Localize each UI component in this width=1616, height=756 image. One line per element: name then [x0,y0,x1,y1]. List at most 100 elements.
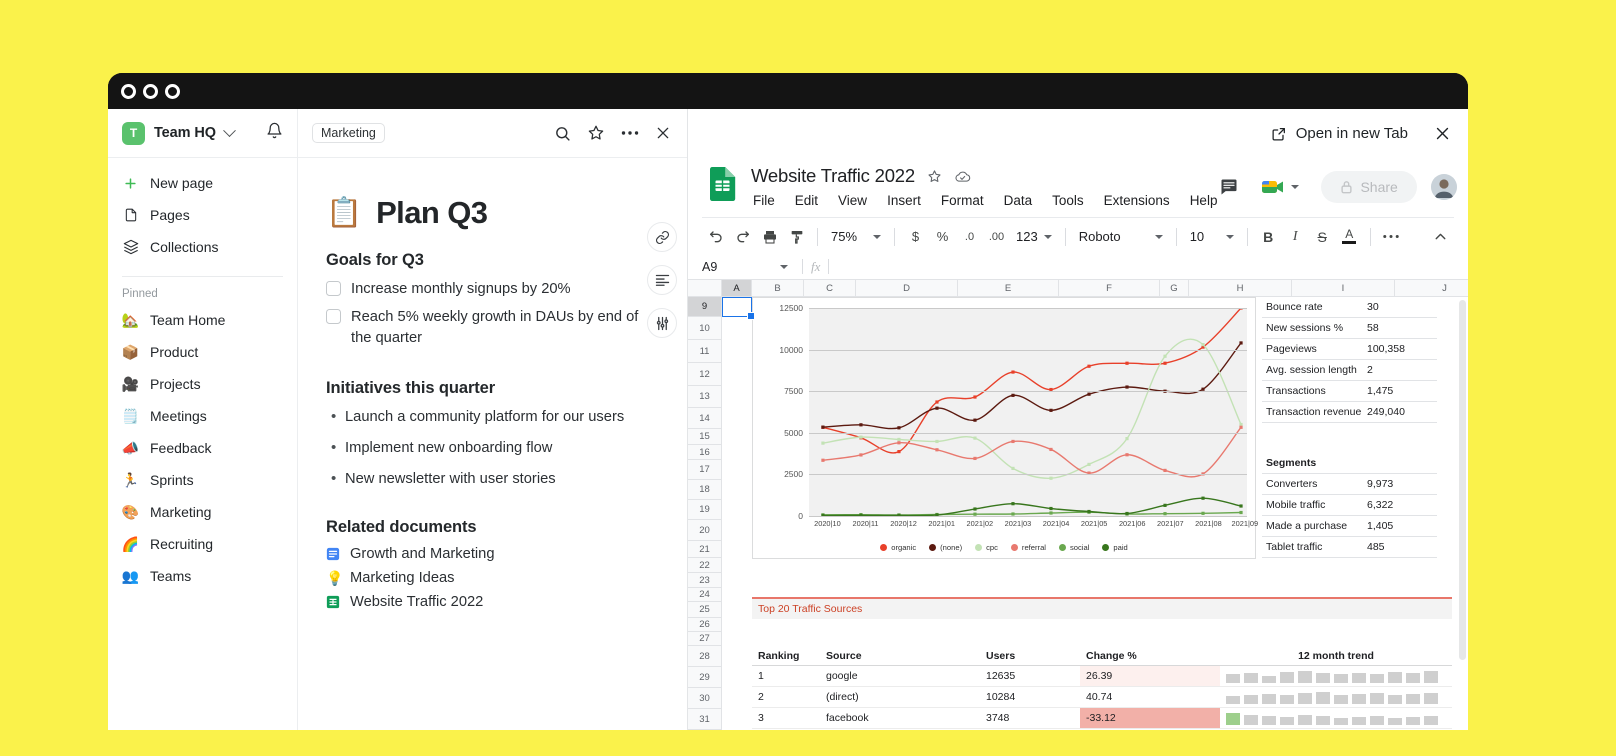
strikethrough-button[interactable]: S [1317,228,1327,245]
column-header-g[interactable]: G [1160,280,1189,296]
window-close-dot[interactable] [121,83,136,99]
page-title[interactable]: Plan Q3 [376,195,488,230]
column-header-h[interactable]: H [1189,280,1292,296]
row-header[interactable]: 28 [688,646,722,667]
legend-item-social[interactable]: social [1058,543,1089,552]
spreadsheet-grid[interactable]: 9 10 11 12 13 14 15 16 17 18 19 20 21 22… [688,280,1468,730]
cloud-saved-icon[interactable] [954,170,971,183]
legend-item-cpc[interactable]: cpc [975,543,998,552]
row-header[interactable]: 30 [688,688,722,709]
italic-button[interactable]: I [1292,228,1298,244]
legend-item-organic[interactable]: organic [880,543,916,552]
name-box[interactable]: A9 [702,260,794,274]
paint-format-icon[interactable] [783,223,810,250]
close-icon[interactable] [655,125,671,141]
document-scroll-area[interactable]: 📋 Plan Q3 Goals for Q3 Increase monthly … [298,158,687,730]
column-header-b[interactable]: B [752,280,804,296]
related-doc-website-traffic-2022[interactable]: Website Traffic 2022 [326,594,659,610]
workspace-header[interactable]: T Team HQ [108,109,297,158]
chevron-down-icon[interactable] [223,123,236,137]
sidebar-item-new-page[interactable]: New page [108,167,297,199]
sidebar-item-collections[interactable]: Collections [108,231,297,263]
share-button[interactable]: Share [1321,171,1417,203]
column-header-a[interactable]: A [722,280,752,296]
column-header-f[interactable]: F [1059,280,1160,296]
row-header[interactable]: 17 [688,460,722,480]
chevron-down-icon[interactable] [1291,185,1300,189]
row-header[interactable]: 19 [688,500,722,520]
menu-format[interactable]: Format [940,193,984,208]
row-header[interactable]: 26 [688,618,722,632]
number-format-dropdown[interactable]: 123 [1010,224,1058,250]
sidebar-item-recruiting[interactable]: 🌈 Recruiting [108,528,297,560]
outline-icon[interactable] [647,265,677,295]
segment-row[interactable]: Converters 9,973 [1262,474,1437,495]
zoom-dropdown[interactable]: 75% [825,224,887,250]
spreadsheet-title[interactable]: Website Traffic 2022 [751,165,915,186]
undo-icon[interactable] [702,223,729,250]
link-icon[interactable] [647,222,677,252]
print-icon[interactable] [756,223,783,250]
row-header[interactable]: 16 [688,445,722,460]
settings-sliders-icon[interactable] [647,308,677,338]
sidebar-item-marketing[interactable]: 🎨 Marketing [108,496,297,528]
font-size-dropdown[interactable]: 10 [1184,224,1240,250]
segment-row[interactable]: Made a purchase 1,405 [1262,516,1437,537]
legend-item-paid[interactable]: paid [1102,543,1128,552]
comment-icon[interactable] [1219,177,1239,197]
column-header-j[interactable]: J [1395,280,1468,296]
segment-row[interactable]: Tablet traffic 485 [1262,537,1437,558]
meet-camera-icon[interactable] [1253,173,1307,201]
font-family-dropdown[interactable]: Roboto [1073,224,1169,250]
legend-item-referral[interactable]: referral [1010,543,1046,552]
todo-item[interactable]: Increase monthly signups by 20% [326,279,659,300]
grid-cells[interactable]: 12500 10000 7500 5000 2500 0 [722,297,1468,730]
metric-row[interactable]: Transaction revenue 249,040 [1262,402,1437,423]
menu-tools[interactable]: Tools [1052,193,1084,208]
column-header-d[interactable]: D [856,280,958,296]
row-header[interactable]: 27 [688,632,722,646]
redo-icon[interactable] [729,223,756,250]
menu-data[interactable]: Data [1003,193,1033,208]
sidebar-item-teams[interactable]: 👥 Teams [108,560,297,592]
grid-vertical-scrollbar[interactable] [1459,300,1466,660]
row-header[interactable]: 31 [688,709,722,730]
column-header-e[interactable]: E [958,280,1059,296]
segment-row[interactable]: Mobile traffic 6,322 [1262,495,1437,516]
row-header[interactable]: 20 [688,520,722,541]
sidebar-item-pages[interactable]: Pages [108,199,297,231]
sidebar-item-feedback[interactable]: 📣 Feedback [108,432,297,464]
selected-cell-a9[interactable] [722,297,755,320]
row-header[interactable]: 23 [688,573,722,588]
row-header[interactable]: 29 [688,667,722,688]
table-row[interactable]: 2 (direct) 10284 40.74 [752,686,1452,708]
text-color-button[interactable]: A [1336,223,1363,250]
row-header[interactable]: 11 [688,340,722,363]
star-icon[interactable] [587,124,605,142]
row-header[interactable]: 15 [688,429,722,445]
avatar[interactable] [1430,174,1457,200]
sidebar-item-projects[interactable]: 🎥 Projects [108,368,297,400]
increase-decimal-button[interactable]: .00 [988,230,1005,243]
checkbox[interactable] [326,281,341,296]
row-header[interactable]: 13 [688,386,722,408]
column-header-c[interactable]: C [804,280,856,296]
bell-icon[interactable] [266,122,283,144]
chevron-down-icon[interactable] [780,264,788,269]
star-icon[interactable] [927,169,942,184]
row-header[interactable]: 25 [688,602,722,618]
row-header[interactable]: 9 [688,297,722,317]
row-header[interactable]: 18 [688,480,722,500]
menu-insert[interactable]: Insert [887,193,921,208]
select-all-corner[interactable] [688,280,722,297]
traffic-sources-table[interactable]: Ranking Source Users Change % 12 month t… [752,647,1452,729]
chevron-up-icon[interactable] [1427,223,1454,250]
row-header[interactable]: 14 [688,408,722,429]
checkbox[interactable] [326,309,341,324]
related-doc-marketing-ideas[interactable]: 💡 Marketing Ideas [326,570,659,586]
sidebar-item-sprints[interactable]: 🏃 Sprints [108,464,297,496]
menu-view[interactable]: View [838,193,868,208]
bold-button[interactable]: B [1263,228,1274,245]
currency-format-button[interactable]: $ [911,229,920,244]
sidebar-item-meetings[interactable]: 🗒️ Meetings [108,400,297,432]
